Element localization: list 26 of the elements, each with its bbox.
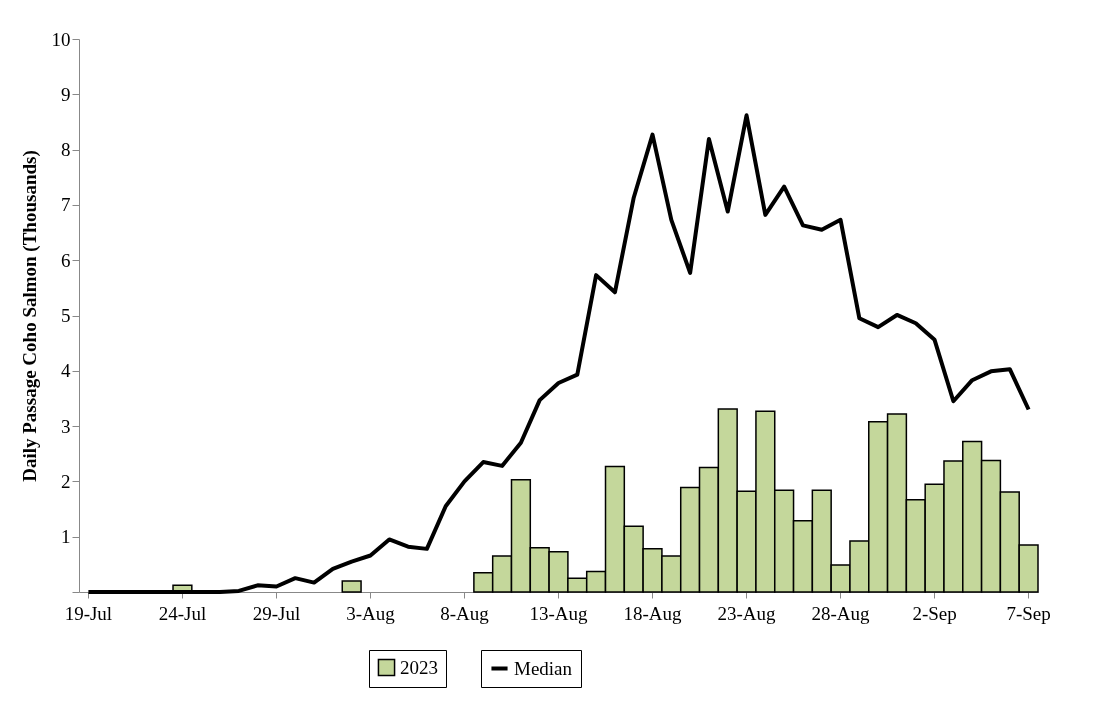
x-tick-label: 29-Jul: [252, 602, 301, 624]
y-tick-label: 3: [61, 415, 71, 437]
y-tick-label: 1: [61, 526, 71, 548]
legend-label: 2023: [400, 656, 438, 678]
x-tick-label: 7-Sep: [1006, 602, 1051, 624]
x-tick-label: 8-Aug: [440, 602, 490, 624]
y-tick-label: 9: [61, 83, 71, 105]
x-tick-label: 3-Aug: [346, 602, 396, 624]
y-tick-label: 2: [61, 470, 71, 492]
y-tick-label: 6: [61, 249, 71, 271]
y-tick-label: 7: [61, 194, 71, 216]
x-tick-label: 13-Aug: [529, 602, 589, 624]
line-series: [86, 113, 1031, 594]
y-axis-title: Daily Passage Coho Salmon (Thousands): [18, 150, 41, 482]
legend-label: Median: [514, 657, 573, 679]
y-tick-label: 8: [61, 139, 71, 161]
x-tick-label: 2-Sep: [912, 602, 957, 624]
y-tick-label: 4: [61, 360, 71, 382]
x-tick-label: 23-Aug: [717, 602, 777, 624]
x-tick-label: 28-Aug: [811, 602, 871, 624]
x-tick-label: 24-Jul: [158, 602, 207, 624]
bar: [341, 580, 362, 593]
x-tick-label: 19-Jul: [64, 602, 113, 624]
x-tick-label: 18-Aug: [623, 602, 683, 624]
y-tick-label: 10: [51, 28, 71, 50]
y-tick-label: 5: [61, 305, 71, 326]
